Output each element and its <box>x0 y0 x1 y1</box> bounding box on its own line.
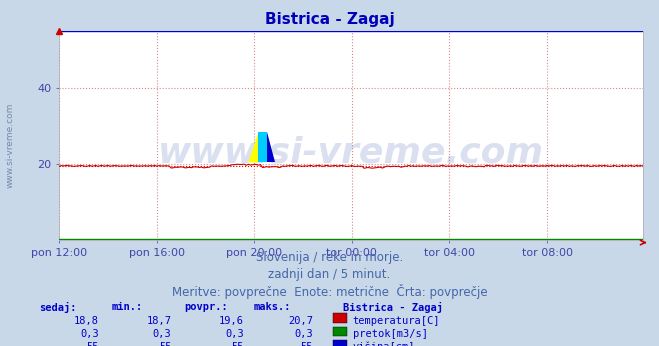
Text: 55: 55 <box>86 342 99 346</box>
Text: 18,7: 18,7 <box>146 316 171 326</box>
Text: 55: 55 <box>231 342 244 346</box>
Text: Bistrica - Zagaj: Bistrica - Zagaj <box>265 12 394 27</box>
Text: 0,3: 0,3 <box>80 329 99 339</box>
Text: zadnji dan / 5 minut.: zadnji dan / 5 minut. <box>268 268 391 281</box>
Text: 55: 55 <box>159 342 171 346</box>
Polygon shape <box>267 132 275 163</box>
Text: 18,8: 18,8 <box>74 316 99 326</box>
Text: pretok[m3/s]: pretok[m3/s] <box>353 329 428 339</box>
Text: www.si-vreme.com: www.si-vreme.com <box>5 103 14 188</box>
Text: www.si-vreme.com: www.si-vreme.com <box>158 136 544 170</box>
Text: Slovenija / reke in morje.: Slovenija / reke in morje. <box>256 251 403 264</box>
Text: povpr.:: povpr.: <box>185 302 228 312</box>
Text: maks.:: maks.: <box>254 302 291 312</box>
Text: min.:: min.: <box>112 302 143 312</box>
Text: 20,7: 20,7 <box>288 316 313 326</box>
Text: 19,6: 19,6 <box>219 316 244 326</box>
Polygon shape <box>258 132 267 163</box>
Text: višina[cm]: višina[cm] <box>353 342 415 346</box>
Text: 55: 55 <box>301 342 313 346</box>
Text: 0,3: 0,3 <box>153 329 171 339</box>
Text: Meritve: povprečne  Enote: metrične  Črta: povprečje: Meritve: povprečne Enote: metrične Črta:… <box>172 284 487 299</box>
Text: sedaj:: sedaj: <box>40 302 77 313</box>
Polygon shape <box>248 132 258 163</box>
Text: Bistrica - Zagaj: Bistrica - Zagaj <box>343 302 443 313</box>
Text: 0,3: 0,3 <box>225 329 244 339</box>
Text: 0,3: 0,3 <box>295 329 313 339</box>
Text: temperatura[C]: temperatura[C] <box>353 316 440 326</box>
